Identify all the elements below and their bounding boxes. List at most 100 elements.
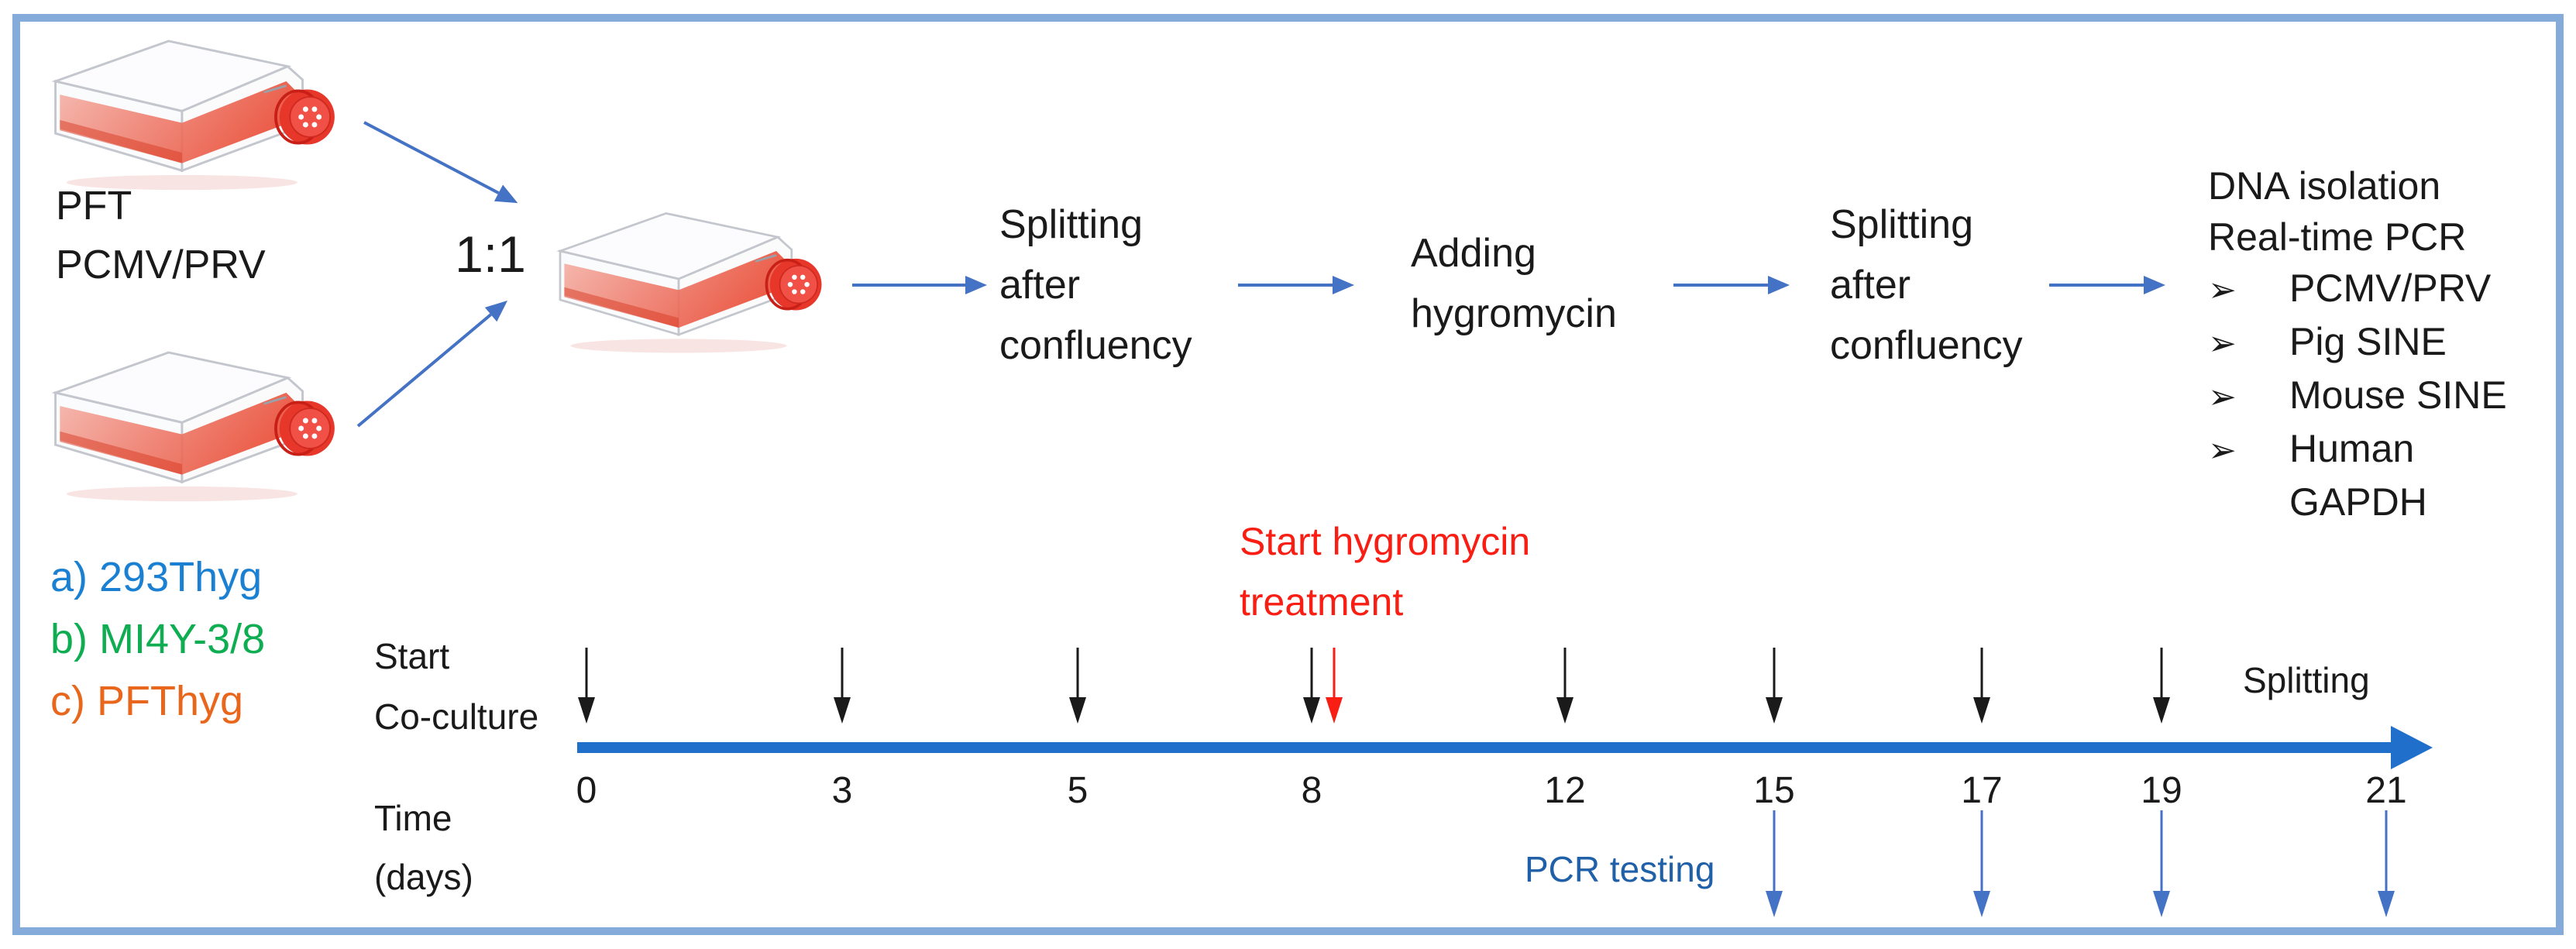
mix-ratio-label: 1:1: [455, 225, 526, 283]
step-line: after: [1830, 263, 1911, 308]
analysis-bullet-pig-sine: ➢ Pig SINE: [2208, 316, 2507, 370]
splitting-timeline-label: Splitting: [2243, 660, 2370, 700]
bullet-text: Human: [2289, 427, 2415, 470]
source-flasks-label: PFT PCMV/PRV: [56, 177, 266, 294]
timeline-day-label: 5: [1067, 770, 1089, 811]
timeline-axis-arrowhead-icon: [2391, 726, 2433, 769]
source-flasks-label-line1: PFT: [56, 184, 132, 229]
timeline-tick-arrow: [2149, 648, 2174, 724]
bullet-arrowhead-icon: ➢: [2208, 378, 2237, 416]
arrow-shaft: [1980, 648, 1983, 697]
analysis-block: DNA isolation Real-time PCR ➢ PCMV/PRV ➢…: [2208, 160, 2507, 528]
arrow-head-icon: [1556, 697, 1573, 724]
pcr-testing-label: PCR testing: [1525, 849, 1715, 889]
arrow-head-icon: [1766, 697, 1783, 724]
analysis-header-line2: Real-time PCR: [2208, 215, 2467, 259]
arrow-shaft: [1773, 810, 1776, 891]
arrow-shaft: [1980, 810, 1983, 891]
arrow-shaft: [2160, 648, 2163, 697]
hygromycin-start-arrow: [1322, 648, 1346, 724]
hygromycin-start-note: Start hygromycin treatment: [1240, 511, 1530, 632]
arrow-head-icon: [1326, 697, 1343, 724]
timeline-day-label: 19: [2141, 770, 2182, 811]
timeline-tick-arrow: [830, 648, 855, 724]
workflow-step-splitting-2: Splitting after confluency: [1830, 194, 2023, 376]
analysis-header-line1: DNA isolation: [2208, 164, 2441, 208]
arrow-head-icon: [965, 276, 987, 294]
arrow-shaft: [1076, 648, 1079, 697]
step-line: confluency: [999, 323, 1192, 368]
arrow-shaft: [2049, 284, 2144, 287]
arrow-head-icon: [1973, 891, 1990, 917]
arrow-shaft: [1238, 284, 1333, 287]
timeline-day-label: 0: [576, 770, 597, 811]
arrow-head-icon: [578, 697, 595, 724]
label-line: Co-culture: [374, 696, 539, 737]
label-line: (days): [374, 857, 473, 897]
arrow-shaft: [1333, 648, 1336, 697]
timeline-tick-arrow: [574, 648, 599, 724]
figure-border: [12, 14, 2564, 935]
arrow-head-icon: [2153, 697, 2170, 724]
arrow-shaft: [2385, 810, 2388, 891]
analysis-bullet-human: ➢ Human: [2208, 423, 2507, 476]
timeline-tick-arrow: [1065, 648, 1090, 724]
timeline-day-label: 15: [1753, 770, 1795, 811]
note-line: Start hygromycin: [1240, 520, 1531, 563]
arrow-shaft: [1673, 284, 1768, 287]
analysis-bullet-mouse-sine: ➢ Mouse SINE: [2208, 370, 2507, 423]
culture-flask-pft-bottom: [40, 333, 339, 504]
step-line: confluency: [1830, 323, 2023, 368]
arrow-head-icon: [2153, 891, 2170, 917]
timeline-day-label: 21: [2365, 770, 2407, 811]
pcr-sampling-arrow: [1969, 810, 1994, 917]
step-line: Splitting: [1830, 202, 1973, 247]
step-line: after: [999, 263, 1081, 308]
analysis-bullet-human-gapdh: GAPDH: [2289, 480, 2427, 524]
cell-line-legend: a) 293Thyg b) MI4Y-3/8 c) PFThyg: [50, 546, 265, 732]
note-line: treatment: [1240, 580, 1404, 624]
culture-flask-coculture: [546, 195, 825, 356]
pcr-sampling-arrow: [2374, 810, 2399, 917]
label-line: Start: [374, 636, 450, 676]
timeline-day-label: 12: [1544, 770, 1586, 811]
timeline-tick-arrow: [1553, 648, 1577, 724]
bullet-arrowhead-icon: ➢: [2208, 432, 2237, 469]
timeline-tick-arrow: [1969, 648, 1994, 724]
arrow-shaft: [1310, 648, 1313, 697]
pcr-sampling-arrow: [1762, 810, 1787, 917]
timeline-axis: [577, 742, 2392, 753]
step-line: Splitting: [999, 202, 1143, 247]
arrow-shaft: [841, 648, 844, 697]
arrow-head-icon: [1303, 697, 1320, 724]
timeline-day-label: 8: [1301, 770, 1322, 811]
step-line: Adding: [1411, 231, 1536, 276]
start-coculture-label: Start Co-culture: [374, 626, 538, 747]
arrow-head-icon: [834, 697, 851, 724]
arrow-head-icon: [1069, 697, 1086, 724]
bullet-arrowhead-icon: ➢: [2208, 325, 2237, 363]
source-flasks-label-line2: PCMV/PRV: [56, 242, 266, 287]
workflow-step-splitting-1: Splitting after confluency: [999, 194, 1192, 376]
culture-flask-pft-top: [40, 22, 339, 193]
bullet-text: PCMV/PRV: [2289, 266, 2492, 310]
arrow-shaft: [852, 284, 965, 287]
pcr-sampling-arrow: [2149, 810, 2174, 917]
timeline-tick-arrow: [1762, 648, 1787, 724]
analysis-bullet-pcmv-prv: ➢ PCMV/PRV: [2208, 263, 2507, 316]
legend-item-pfthyg: c) PFThyg: [50, 678, 244, 724]
timeline-day-label: 3: [831, 770, 853, 811]
arrow-head-icon: [2378, 891, 2395, 917]
bullet-text: Pig SINE: [2289, 320, 2447, 363]
arrow-shaft: [585, 648, 588, 697]
arrow-shaft: [1773, 648, 1776, 697]
timeline-tick-arrow: [1299, 648, 1324, 724]
arrow-shaft: [2160, 810, 2163, 891]
timeline-day-label: 17: [1961, 770, 2003, 811]
arrow-head-icon: [1333, 276, 1354, 294]
bullet-text: Mouse SINE: [2289, 373, 2507, 417]
arrow-head-icon: [2144, 276, 2165, 294]
step-line: hygromycin: [1411, 291, 1617, 336]
legend-item-293thyg: a) 293Thyg: [50, 554, 263, 600]
